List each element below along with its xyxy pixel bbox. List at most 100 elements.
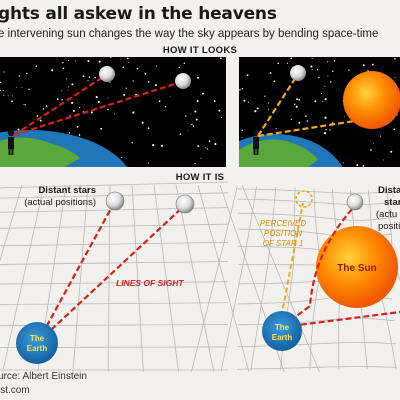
background-star [367, 70, 369, 72]
grid-line [237, 198, 396, 205]
background-star [66, 78, 68, 80]
background-star [126, 57, 129, 60]
background-star [131, 142, 133, 144]
background-star [68, 132, 71, 134]
grid-line [0, 223, 229, 229]
line-of-sight-2 [13, 80, 182, 137]
background-star [2, 90, 4, 92]
background-star [62, 62, 64, 64]
grid-line [197, 184, 250, 373]
background-star [311, 69, 313, 70]
background-star [241, 87, 244, 90]
grid-line [0, 281, 229, 285]
grid-line [220, 186, 257, 372]
source-credit: urce: Albert Einstein [0, 371, 87, 382]
grid-line [153, 184, 179, 373]
grid-line [107, 184, 111, 373]
background-star [7, 95, 9, 97]
background-star [178, 66, 181, 69]
apparent-line [279, 202, 304, 325]
line-of-sight-2 [282, 310, 400, 329]
background-star [379, 135, 381, 137]
background-star [0, 89, 1, 91]
background-star [247, 101, 249, 103]
perceived-star-position [295, 190, 313, 208]
background-star [306, 120, 309, 122]
grid-line [191, 185, 238, 372]
background-star [382, 159, 384, 161]
background-star [87, 60, 90, 62]
background-star [187, 130, 189, 132]
background-star [275, 128, 277, 130]
grid-line [0, 302, 229, 305]
panel-is-with-sun: The Sun PERCEIVED POSITION OF STAR 1 The… [191, 185, 400, 372]
background-star [320, 93, 323, 95]
background-star [147, 162, 150, 164]
section-header-how-it-is: HOW IT IS [175, 172, 225, 183]
background-star [51, 69, 54, 72]
background-star [362, 164, 365, 167]
actual-positions-label-partial-1: (actu [376, 209, 397, 220]
grid-line [236, 366, 397, 370]
background-star [121, 157, 123, 159]
site-credit: ist.com [0, 385, 30, 396]
background-star [18, 75, 21, 77]
earth [16, 322, 58, 364]
background-star [310, 65, 313, 68]
background-star [206, 148, 208, 150]
background-star [371, 63, 374, 66]
star-1 [99, 66, 115, 82]
background-star [132, 80, 134, 82]
sun [343, 71, 400, 129]
earth-label-the: The [30, 334, 45, 343]
background-star [298, 98, 301, 101]
background-star [239, 89, 241, 91]
perceived-label-line1: PERCEIVED [260, 219, 306, 228]
background-star [241, 129, 244, 132]
background-star [15, 86, 17, 88]
line-of-sight-1 [37, 202, 115, 343]
background-star [286, 62, 289, 64]
background-star [243, 99, 246, 102]
background-star [213, 100, 216, 102]
background-star [241, 136, 243, 138]
background-star [246, 74, 249, 76]
earth-label-the: The [275, 323, 290, 332]
background-star [107, 108, 109, 111]
background-star [179, 133, 182, 135]
background-star [318, 76, 320, 79]
background-star [333, 60, 336, 62]
background-star [269, 72, 272, 74]
background-star [191, 123, 193, 126]
line-of-sight-1 [13, 74, 107, 136]
background-star [36, 115, 39, 117]
grid-line [72, 184, 89, 373]
panel-looks-no-sun [0, 57, 226, 167]
distant-stars-label: Distant stars [38, 185, 96, 196]
earth-label-earth: Earth [27, 344, 48, 353]
background-star [220, 57, 222, 60]
background-star [87, 79, 89, 82]
background-star [147, 81, 150, 83]
background-star [17, 128, 20, 131]
grid-line [2, 184, 45, 373]
background-star [67, 60, 69, 61]
background-star [67, 86, 69, 88]
line-of-sight-2 [37, 205, 185, 343]
background-star [394, 58, 396, 60]
background-star [128, 61, 130, 63]
sun [316, 226, 398, 308]
background-star [192, 125, 195, 127]
background-star [144, 72, 147, 75]
background-star [298, 121, 301, 124]
background-star [160, 144, 164, 147]
background-star [201, 92, 204, 95]
star-2 [175, 73, 191, 89]
actual-positions-label: (actual positions) [24, 197, 96, 208]
background-star [3, 71, 5, 73]
grid-line [386, 189, 400, 282]
lines-of-sight-label: LINES OF SIGHT [116, 278, 184, 288]
background-star [254, 110, 257, 113]
background-star [45, 105, 48, 107]
background-star [75, 60, 76, 62]
